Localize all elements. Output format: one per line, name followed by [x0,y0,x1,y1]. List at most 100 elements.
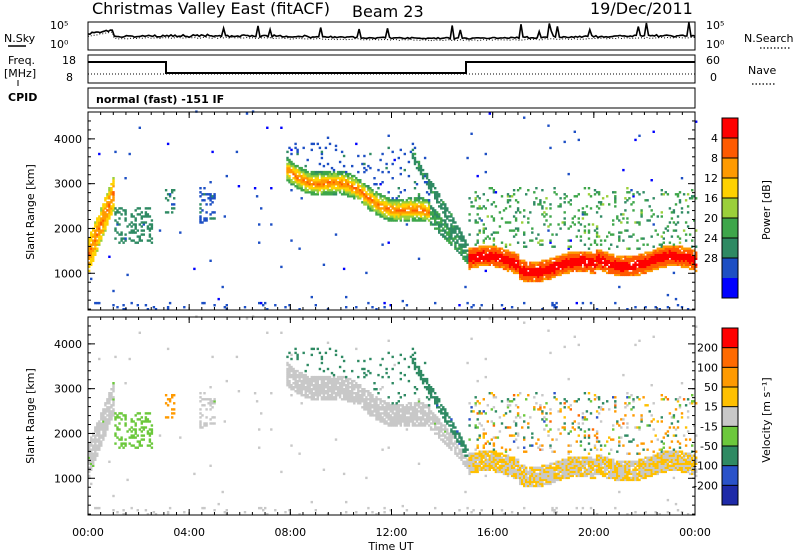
velocity-cell [114,424,117,427]
power-cell [112,177,115,180]
power-cell [407,205,411,208]
power-cell [668,241,672,244]
velocity-cell [417,410,421,413]
power-cell [286,168,289,172]
velocity-cell [359,400,362,403]
power-cell [482,231,485,234]
velocity-cell [385,410,388,413]
power-cell [587,237,591,240]
power-cell [403,215,406,218]
power-cell [531,271,534,275]
velocity-cell [466,361,469,365]
velocity-cell [298,392,301,395]
velocity-cell [298,513,301,516]
power-cell [525,271,528,275]
power-cell [290,164,293,168]
power-cell [656,259,659,262]
power-cell [106,209,109,212]
power-cell [478,251,481,254]
velocity-cell [373,382,376,385]
velocity-cell [381,416,384,419]
power-cell [387,207,390,210]
power-cell [375,183,378,186]
power-cell [595,205,599,208]
velocity-cell [357,402,360,405]
power-cell [656,261,659,264]
power-cell [417,197,421,200]
power-cell [472,263,475,266]
power-cell [620,267,623,271]
power-cell [500,251,504,254]
power-cell [448,237,451,240]
velocity-cell [120,442,123,445]
velocity-cell [484,432,487,435]
velocity-cell [399,377,402,381]
velocity-cell [316,379,319,383]
velocity-cell [514,474,518,478]
velocity-cell [288,375,291,379]
power-cell [565,253,568,256]
power-cell [415,166,419,170]
power-cell [648,257,651,260]
power-cell [688,249,692,252]
velocity-cell [508,410,512,413]
power-cell [237,185,241,188]
power-cell [104,207,107,210]
velocity-cell [482,446,485,449]
power-cell [369,199,372,202]
velocity-cell [468,418,471,421]
power-cell [531,275,534,279]
power-data-cells [88,110,698,311]
power-cell [628,235,631,238]
power-cell [595,251,599,254]
power-cell [122,237,125,240]
velocity-cell [108,418,111,421]
power-cell [330,174,334,178]
power-cell [610,263,613,266]
velocity-cell [201,426,204,429]
power-cell [654,249,657,252]
power-cell [559,203,562,206]
power-cell [310,174,313,178]
velocity-cell [355,396,358,399]
power-cell [650,253,653,256]
power-cell [150,227,154,230]
velocity-cell [334,438,338,441]
power-cell [674,223,678,226]
power-cell [106,219,109,222]
velocity-cell [112,410,115,413]
velocity-cell [130,426,133,429]
velocity-cell [514,460,518,463]
power-cell [688,197,692,200]
power-cell [608,253,611,256]
velocity-cell [389,422,392,425]
power-cell [597,267,601,271]
velocity-cell [106,402,109,405]
power-cell [381,243,384,246]
velocity-cell [96,434,99,437]
velocity-cell [523,436,526,439]
power-cell [314,177,317,180]
power-cell [444,213,447,216]
power-cell [601,197,605,200]
power-cell [120,237,123,240]
velocity-cell [199,424,202,427]
velocity-cell [369,412,372,415]
power-cell [377,199,380,202]
power-cell [504,257,508,260]
power-cell [654,265,657,269]
power-cell [587,223,591,226]
power-cell [371,205,374,208]
power-cell [567,267,570,271]
velocity-cell [519,392,522,395]
power-cell [413,211,417,214]
power-cell [110,205,113,208]
velocity-cell [397,410,400,413]
power-cell [650,261,653,264]
power-cell [385,201,388,204]
power-cell [429,213,433,216]
power-cell [614,259,617,262]
power-cell [393,215,396,218]
velocity-cell [494,464,498,467]
power-cell [203,187,206,190]
